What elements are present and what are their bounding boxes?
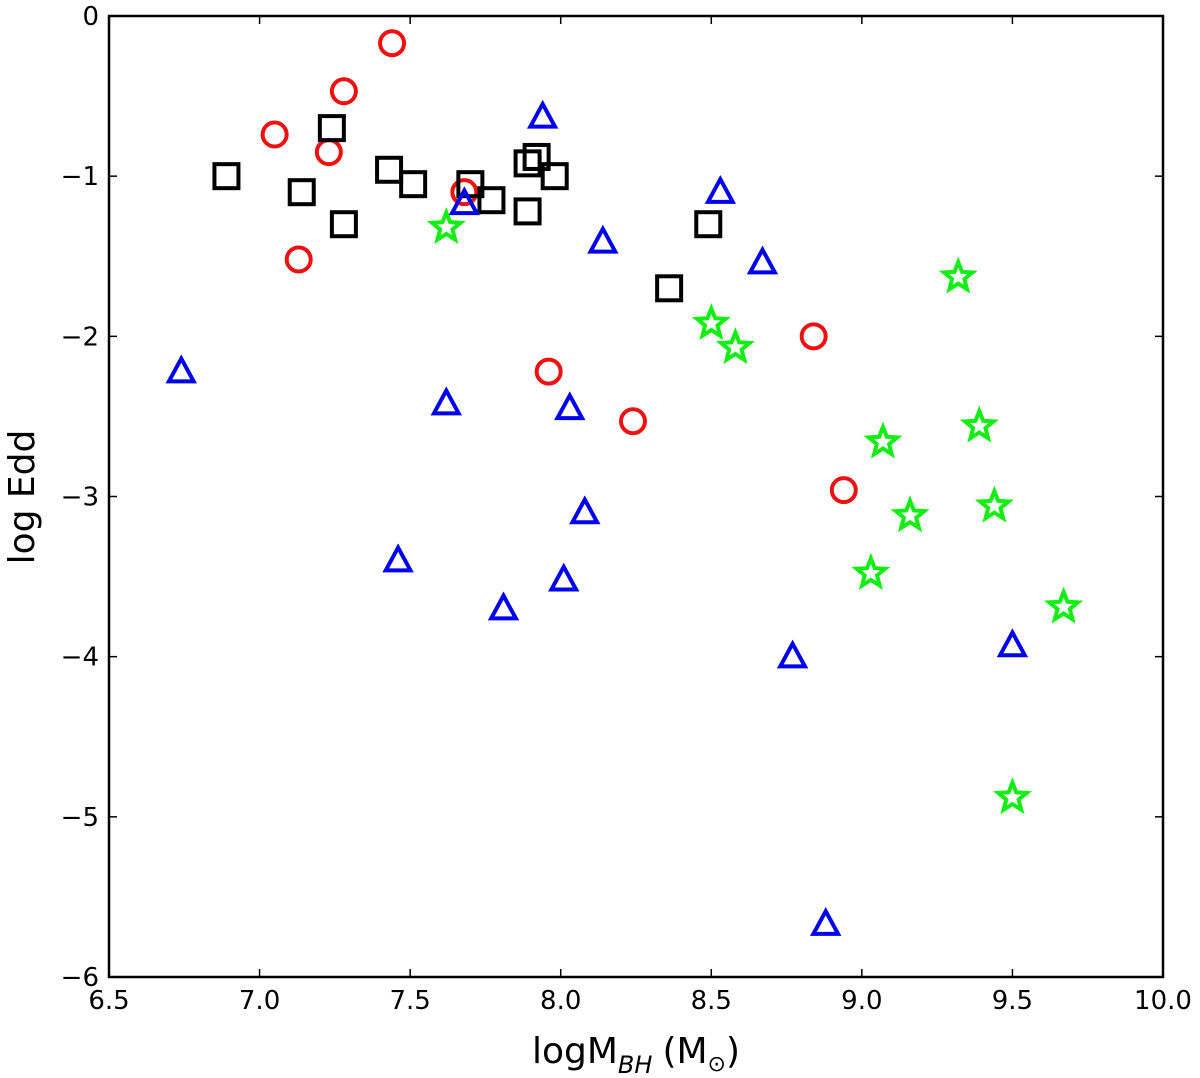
stars-point xyxy=(715,327,755,365)
triangles-point xyxy=(165,354,197,384)
stars-point xyxy=(426,206,466,244)
stars-point xyxy=(959,405,999,443)
x-tick-label: 7.0 xyxy=(239,986,280,1016)
y-tick-label: −1 xyxy=(61,162,99,192)
x-tick-label: 9.0 xyxy=(841,986,882,1016)
triangles-point xyxy=(776,639,809,669)
triangles-point xyxy=(996,628,1029,658)
x-axis-label: logMBH (M⊙) xyxy=(532,1031,740,1078)
x-tick-label: 8.5 xyxy=(691,986,732,1016)
squares-point xyxy=(513,149,542,178)
triangles-point xyxy=(704,174,737,204)
squares-point xyxy=(477,186,506,215)
circles-point xyxy=(534,357,563,386)
y-tick-label: −3 xyxy=(61,483,99,513)
x-tick-label: 6.5 xyxy=(88,986,129,1016)
squares-point xyxy=(375,155,404,184)
stars-point xyxy=(938,256,978,294)
stars-point xyxy=(1044,586,1084,624)
circles-point xyxy=(618,407,647,436)
circles-point xyxy=(829,476,858,505)
squares-point xyxy=(317,114,346,143)
squares-point xyxy=(522,142,551,171)
x-tick-label: 10.0 xyxy=(1134,986,1192,1016)
stars-point xyxy=(974,485,1014,523)
triangles-point xyxy=(746,245,779,275)
x-tick-label: 8.0 xyxy=(540,986,581,1016)
triangles-point xyxy=(382,543,414,573)
squares-point xyxy=(287,178,316,207)
triangles-point xyxy=(526,99,559,129)
tick-labels: 6.5 7.0 7.5 8.0 8.5 9.0 9.5 10.0 0 −1 −2 −3 −4 −5 −6 xyxy=(61,2,1192,1016)
stars-point xyxy=(691,303,731,341)
circles-point xyxy=(260,120,289,149)
data-points xyxy=(165,29,1084,936)
triangles-point xyxy=(548,562,580,592)
squares-point xyxy=(456,170,485,199)
squares-point xyxy=(399,170,428,199)
triangles-point xyxy=(569,495,601,525)
squares-point xyxy=(329,210,358,239)
y-tick-label: −4 xyxy=(61,643,99,673)
triangles-point xyxy=(554,391,586,421)
y-axis-label: log Edd xyxy=(2,430,43,565)
y-tick-label: 0 xyxy=(82,2,99,32)
squares-point xyxy=(655,274,684,303)
squares-point xyxy=(540,162,569,191)
squares-point xyxy=(694,210,723,239)
plot-frame xyxy=(107,14,1165,979)
squares-point xyxy=(513,197,542,226)
triangles-point xyxy=(810,906,842,936)
stars-point xyxy=(890,495,930,533)
circles-point xyxy=(799,322,828,351)
circles-point xyxy=(284,245,313,274)
stars-point xyxy=(992,777,1032,815)
circles-point xyxy=(329,77,358,106)
x-tick-label: 9.5 xyxy=(992,986,1033,1016)
stars-point xyxy=(863,421,903,459)
circles-point xyxy=(378,29,407,58)
triangles-point xyxy=(587,224,619,254)
triangles-point xyxy=(430,386,462,416)
stars-point xyxy=(851,552,891,590)
squares-point xyxy=(212,162,241,191)
y-tick-label: −6 xyxy=(61,963,99,993)
x-tick-label: 7.5 xyxy=(389,986,430,1016)
triangles-point xyxy=(448,186,481,216)
triangles-point xyxy=(487,591,520,621)
circles-point xyxy=(450,178,479,207)
y-tick-label: −2 xyxy=(61,322,99,352)
y-tick-label: −5 xyxy=(61,803,99,833)
